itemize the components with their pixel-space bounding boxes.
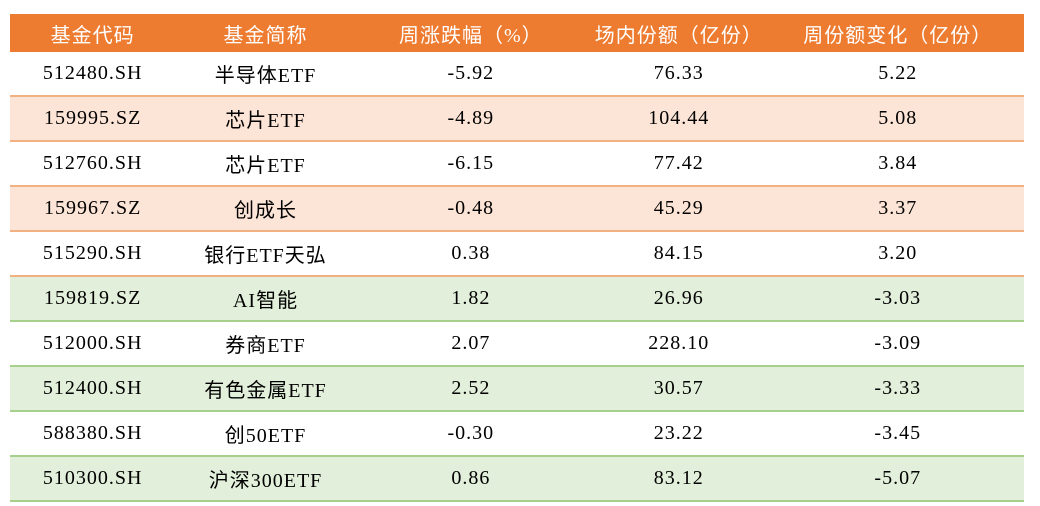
table-row: 512480.SH 半导体ETF -5.92 76.33 5.22 xyxy=(10,52,1024,97)
table-row: 159819.SZ AI智能 1.82 26.96 -3.03 xyxy=(10,276,1024,322)
market-shares-cell: 104.44 xyxy=(585,96,772,142)
weekly-change-cell: 2.52 xyxy=(355,366,586,412)
fund-name-cell: 券商ETF xyxy=(175,321,356,367)
fund-code-cell: 512480.SH xyxy=(10,52,176,97)
weekly-share-change-cell: -3.45 xyxy=(771,411,1024,457)
weekly-change-cell: -0.30 xyxy=(355,411,586,457)
table-header-row: 基金代码 基金简称 周涨跌幅（%） 场内份额（亿份） 周份额变化（亿份） xyxy=(10,14,1024,52)
table-row: 512400.SH 有色金属ETF 2.52 30.57 -3.33 xyxy=(10,366,1024,412)
market-shares-cell: 228.10 xyxy=(585,321,772,367)
column-header-3: 场内份额（亿份） xyxy=(585,14,772,52)
fund-code-cell: 512000.SH xyxy=(10,321,176,367)
weekly-change-cell: -6.15 xyxy=(355,141,586,187)
weekly-share-change-cell: 5.22 xyxy=(771,52,1024,97)
fund-name-cell: 芯片ETF xyxy=(175,96,356,142)
fund-code-cell: 512400.SH xyxy=(10,366,176,412)
weekly-share-change-cell: -3.33 xyxy=(771,366,1024,412)
weekly-change-cell: 1.82 xyxy=(355,276,586,322)
table-row: 512760.SH 芯片ETF -6.15 77.42 3.84 xyxy=(10,141,1024,187)
table-row: 159995.SZ 芯片ETF -4.89 104.44 5.08 xyxy=(10,96,1024,142)
table-row: 159967.SZ 创成长 -0.48 45.29 3.37 xyxy=(10,186,1024,232)
market-shares-cell: 83.12 xyxy=(585,456,772,502)
weekly-change-cell: 2.07 xyxy=(355,321,586,367)
weekly-share-change-cell: 5.08 xyxy=(771,96,1024,142)
market-shares-cell: 23.22 xyxy=(585,411,772,457)
etf-weekly-share-change-table: 基金代码 基金简称 周涨跌幅（%） 场内份额（亿份） 周份额变化（亿份） 512480.… xyxy=(10,14,1024,502)
fund-name-cell: 创50ETF xyxy=(175,411,356,457)
fund-name-cell: 芯片ETF xyxy=(175,141,356,187)
market-shares-cell: 77.42 xyxy=(585,141,772,187)
weekly-share-change-cell: -3.09 xyxy=(771,321,1024,367)
fund-code-cell: 159995.SZ xyxy=(10,96,176,142)
table-row: 512000.SH 券商ETF 2.07 228.10 -3.09 xyxy=(10,321,1024,367)
fund-code-cell: 510300.SH xyxy=(10,456,176,502)
weekly-change-cell: 0.86 xyxy=(355,456,586,502)
market-shares-cell: 84.15 xyxy=(585,231,772,277)
weekly-share-change-cell: 3.37 xyxy=(771,186,1024,232)
market-shares-cell: 45.29 xyxy=(585,186,772,232)
market-shares-cell: 30.57 xyxy=(585,366,772,412)
fund-name-cell: AI智能 xyxy=(175,276,356,322)
weekly-change-cell: -4.89 xyxy=(355,96,586,142)
weekly-change-cell: -5.92 xyxy=(355,52,586,97)
market-shares-cell: 26.96 xyxy=(585,276,772,322)
table-row: 588380.SH 创50ETF -0.30 23.22 -3.45 xyxy=(10,411,1024,457)
fund-name-cell: 沪深300ETF xyxy=(175,456,356,502)
fund-code-cell: 159967.SZ xyxy=(10,186,176,232)
fund-code-cell: 159819.SZ xyxy=(10,276,176,322)
weekly-change-cell: 0.38 xyxy=(355,231,586,277)
fund-code-cell: 512760.SH xyxy=(10,141,176,187)
weekly-share-change-cell: -3.03 xyxy=(771,276,1024,322)
weekly-share-change-cell: 3.84 xyxy=(771,141,1024,187)
column-header-4: 周份额变化（亿份） xyxy=(771,14,1024,52)
fund-name-cell: 创成长 xyxy=(175,186,356,232)
fund-name-cell: 银行ETF天弘 xyxy=(175,231,356,277)
column-header-0: 基金代码 xyxy=(10,14,176,52)
weekly-share-change-cell: -5.07 xyxy=(771,456,1024,502)
fund-code-cell: 588380.SH xyxy=(10,411,176,457)
column-header-1: 基金简称 xyxy=(175,14,356,52)
table-row: 510300.SH 沪深300ETF 0.86 83.12 -5.07 xyxy=(10,456,1024,502)
fund-name-cell: 半导体ETF xyxy=(175,52,356,97)
fund-name-cell: 有色金属ETF xyxy=(175,366,356,412)
market-shares-cell: 76.33 xyxy=(585,52,772,97)
table-row: 515290.SH 银行ETF天弘 0.38 84.15 3.20 xyxy=(10,231,1024,277)
weekly-share-change-cell: 3.20 xyxy=(771,231,1024,277)
weekly-change-cell: -0.48 xyxy=(355,186,586,232)
column-header-2: 周涨跌幅（%） xyxy=(355,14,586,52)
fund-code-cell: 515290.SH xyxy=(10,231,176,277)
